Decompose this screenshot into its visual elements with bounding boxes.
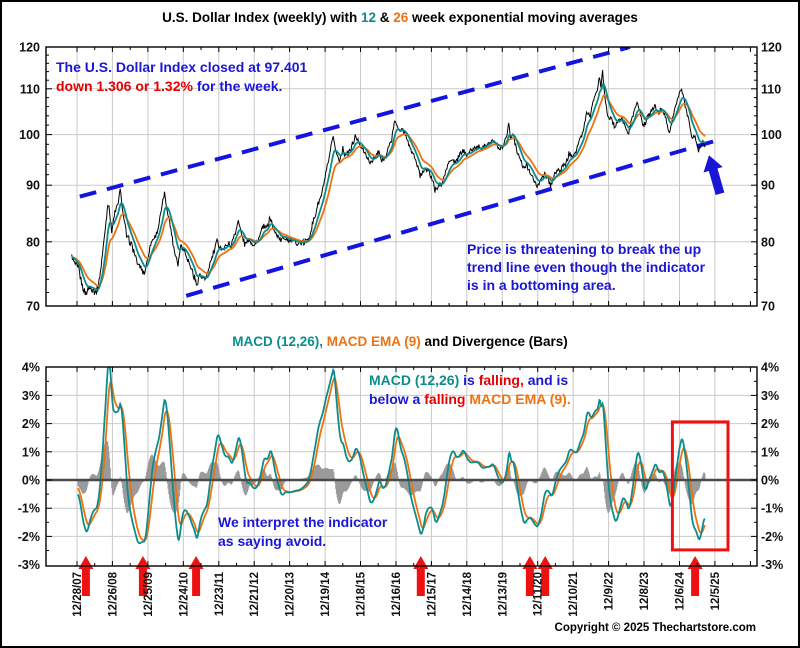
avoid-signal-arrow (687, 556, 703, 596)
price-axis-label-left: 110 (20, 82, 40, 96)
price-axis-label-left: 90 (26, 179, 40, 193)
macd-axis-label-right: 0% (761, 474, 779, 488)
price-axis-label-right: 80 (761, 235, 775, 249)
x-axis-label: 12/8/23 (639, 572, 651, 610)
price-line (71, 69, 706, 296)
price-panel-border (45, 46, 758, 307)
macd-axis-label-right: 1% (761, 445, 779, 459)
trendline-break-annotation: Price is threatening to break the up tre… (467, 241, 706, 293)
macd-axis-label-right: -1% (761, 502, 783, 516)
x-axis-label: 12/10/21 (568, 571, 580, 616)
lower-channel-trendline (185, 137, 720, 298)
macd-axis-label-left: 3% (22, 389, 40, 403)
weekly-close-annotation: The U.S. Dollar Index closed at 97.401 d… (56, 59, 308, 94)
x-axis-label: 12/26/08 (107, 571, 119, 616)
macd-line (77, 367, 706, 545)
macd-axis-label-left: 4% (22, 361, 40, 375)
macd-axis-label-left: 2% (22, 417, 40, 431)
x-axis-label: 12/14/18 (462, 571, 474, 616)
macd-axis-label-right: 3% (761, 389, 779, 403)
upper-channel-trendline (79, 47, 631, 199)
price-axis-label-left: 120 (19, 41, 40, 55)
macd-axis-label-right: 2% (761, 417, 779, 431)
macd-panel-title: MACD (12,26), MACD EMA (9) and Divergenc… (232, 334, 568, 349)
x-axis-label: 12/18/15 (356, 571, 368, 616)
page-title: U.S. Dollar Index (weekly) with 12 & 26 … (162, 10, 638, 25)
price-axis-label-left: 70 (26, 300, 40, 314)
price-axis-label-right: 110 (761, 82, 781, 96)
x-axis-label: 12/19/14 (320, 571, 332, 616)
ema12-period-label: 12 (360, 10, 376, 25)
macd-panel (77, 367, 706, 545)
macd-axis-label-left: -1% (18, 502, 40, 516)
price-axis-label-right: 100 (761, 128, 782, 142)
ema26-period-label: 26 (393, 10, 409, 25)
macd-axis-label-left: -3% (18, 558, 40, 572)
price-axis-label-left: 100 (19, 128, 40, 142)
macd-axis-label-right: -2% (761, 530, 783, 544)
x-axis-label: 12/28/07 (72, 572, 84, 617)
macd-axis-label-left: -2% (18, 530, 40, 544)
x-axis-label: 12/9/22 (604, 572, 616, 610)
x-axis-label: 12/5/25 (710, 571, 722, 610)
x-axis-label: 12/20/13 (285, 572, 297, 617)
macd-falling-annotation: MACD (12,26) is falling, and is below a … (369, 372, 571, 407)
recent-macd-highlight-box (670, 420, 730, 552)
avoid-annotation: We interpret the indicator as saying avo… (218, 514, 388, 549)
x-axis-label: 12/16/16 (391, 572, 403, 617)
page-title-text: U.S. Dollar Index (weekly) with (162, 10, 361, 25)
x-axis-label: 12/6/24 (675, 571, 687, 610)
x-axis-label: 12/11/20 (533, 572, 545, 616)
x-axis-label: 12/13/19 (497, 572, 509, 617)
price-panel (71, 47, 720, 298)
macd-label: MACD (12,26), (232, 334, 323, 349)
macd-ema-label: MACD EMA (9) (322, 334, 421, 349)
macd-axis-label-right: -3% (761, 558, 783, 572)
copyright-text: Copyright © 2025 Thechartstore.com (554, 622, 756, 634)
x-axis-label: 12/25/09 (143, 572, 155, 617)
macd-axis-label-left: 1% (22, 445, 40, 459)
x-axis-label: 12/21/12 (249, 572, 261, 617)
ema12-line (71, 82, 706, 292)
macd-axis-label-left: 0% (22, 474, 40, 488)
price-axis-label-right: 90 (761, 179, 775, 193)
price-axis-label-right: 70 (761, 300, 775, 314)
macd-panel-border (45, 366, 758, 567)
x-axis-label: 12/15/17 (426, 572, 438, 617)
macd-axis-label-right: 4% (761, 361, 779, 375)
avoid-signal-arrow (188, 556, 204, 596)
x-axis-label: 12/24/10 (178, 572, 190, 617)
price-axis-label-right: 120 (761, 41, 782, 55)
price-axis-label-left: 80 (26, 235, 40, 249)
price-pointer-arrow (703, 155, 725, 195)
x-axis-label: 12/23/11 (214, 571, 226, 616)
